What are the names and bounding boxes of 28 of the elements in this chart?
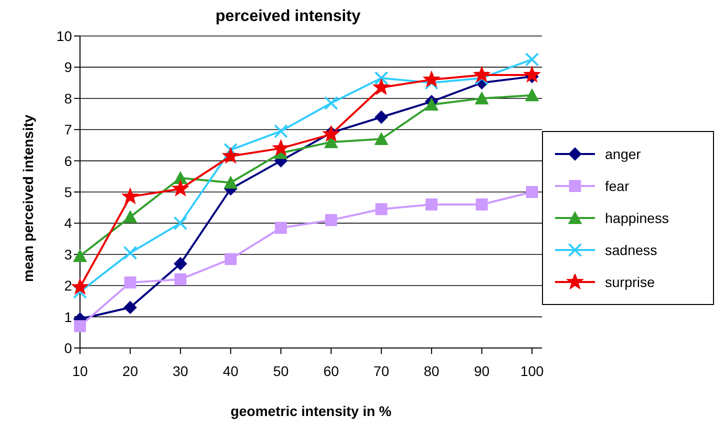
y-axis-title: mean perceived intensity	[20, 114, 36, 282]
y-tick-label: 9	[64, 59, 72, 76]
x-tick-label: 90	[474, 362, 490, 379]
y-tick-label: 8	[64, 90, 72, 106]
y-tick-label: 4	[64, 215, 72, 232]
y-tick-label: 7	[64, 122, 72, 138]
y-tick-label: 0	[64, 340, 72, 356]
x-tick-label: 20	[122, 362, 138, 379]
legend-label: fear	[605, 178, 630, 194]
x-tick-label: 50	[273, 362, 289, 379]
y-tick-label: 3	[64, 246, 72, 262]
y-tick-label: 5	[64, 184, 72, 200]
y-tick-label: 1	[64, 308, 72, 325]
legend-label: surprise	[605, 274, 655, 290]
x-tick-label: 70	[374, 362, 390, 379]
legend-label: anger	[605, 146, 641, 162]
legend-label: happiness	[605, 210, 669, 226]
y-tick-label: 2	[64, 278, 72, 294]
x-axis-title: geometric intensity in %	[230, 403, 392, 419]
chart-title: perceived intensity	[214, 8, 362, 26]
x-tick-label: 60	[323, 362, 340, 379]
legend-label: sadness	[605, 242, 658, 258]
x-tick-label: 40	[222, 362, 239, 379]
x-tick-label: 80	[424, 362, 440, 379]
x-tick-label: 30	[172, 362, 188, 379]
y-tick-label: 10	[56, 28, 72, 44]
x-tick-label: 100	[520, 362, 544, 379]
y-tick-label: 6	[64, 152, 72, 169]
